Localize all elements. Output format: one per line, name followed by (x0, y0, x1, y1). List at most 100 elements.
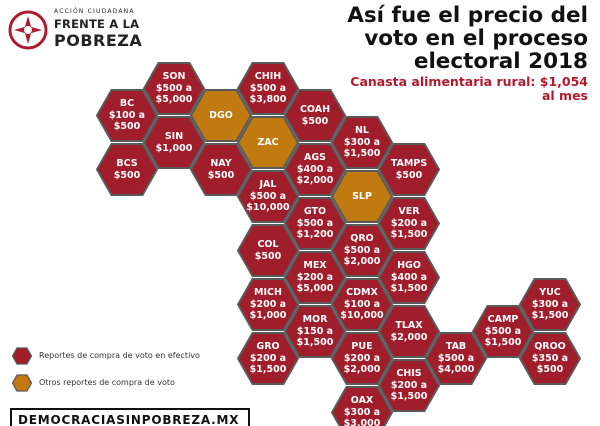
state-price: $350 a (531, 352, 569, 364)
hex-shape (95, 143, 159, 196)
hex-shape (236, 62, 300, 115)
state-hex-qro: QRO $500 a $2,000 (330, 224, 394, 277)
hex-label: ZAC (237, 116, 299, 169)
state-price: $1,500 (390, 283, 428, 295)
hex-label: CHIH $500 a $3,800 (237, 62, 299, 115)
state-hex-slp: SLP (330, 170, 394, 223)
state-price: $200 a (390, 379, 428, 391)
hex-shape (330, 386, 394, 426)
state-price: $100 a (343, 298, 381, 310)
state-hex-gto: GTO $500 a $1,200 (283, 197, 347, 250)
hex-label: YUC $300 a $1,500 (519, 278, 581, 331)
state-price: $200 a (296, 271, 334, 283)
state-price: $500 (301, 115, 329, 127)
legend-swatch-cash (12, 347, 32, 365)
hex-label: MICH $200 a $1,000 (237, 278, 299, 331)
state-code: CDMX (346, 287, 378, 299)
logo-tagline: ACCIÓN CIUDADANA (54, 8, 135, 15)
state-code: MICH (254, 287, 282, 299)
state-price: $200 a (249, 298, 287, 310)
state-price: $1,000 (249, 310, 287, 322)
state-code: GRO (256, 341, 280, 353)
hex-shape (377, 305, 441, 358)
hex-shape (283, 305, 347, 358)
state-price: $500 a (249, 82, 287, 94)
state-price: $200 a (249, 352, 287, 364)
hex-shape (283, 89, 347, 142)
state-price: $150 a (296, 325, 334, 337)
state-price: $500 a (437, 352, 475, 364)
state-code: DGO (209, 109, 233, 121)
hex-label: NAY $500 (190, 143, 252, 196)
state-price: $1,500 (390, 391, 428, 403)
state-hex-tab: TAB $500 a $4,000 (424, 332, 488, 385)
state-code: ZAC (257, 136, 279, 148)
subtitle: Canasta alimentaria rural: $1,054 al mes (350, 74, 588, 103)
legend-label-cash: Reportes de compra de voto en efectivo (39, 351, 200, 360)
state-hex-dgo: DGO (189, 89, 253, 142)
state-price: $1,500 (390, 229, 428, 241)
hex-label: HGO $400 a $1,500 (378, 251, 440, 304)
state-price: $500 (113, 121, 141, 133)
hex-shape (283, 251, 347, 304)
state-hex-sin: SIN $1,000 (142, 116, 206, 169)
hex-label: GRO $200 a $1,500 (237, 332, 299, 385)
hex-shape (236, 170, 300, 223)
state-code: MEX (303, 260, 327, 272)
hex-label: DGO (190, 89, 252, 142)
hex-shape (236, 332, 300, 385)
hex-label: QROO $350 a $500 (519, 332, 581, 385)
state-price: $400 a (390, 271, 428, 283)
legend-swatch-other (12, 374, 32, 392)
state-price: $100 a (108, 109, 146, 121)
hex-label: MOR $150 a $1,500 (284, 305, 346, 358)
hex-label: COL $500 (237, 224, 299, 277)
state-code: VER (398, 206, 420, 218)
state-price: $300 a (531, 298, 569, 310)
state-code: CAMP (487, 314, 519, 326)
hex-label: CHIS $200 a $1,500 (378, 359, 440, 412)
state-code: YUC (539, 287, 561, 299)
state-price: $4,000 (437, 364, 475, 376)
hex-shape (330, 332, 394, 385)
hex-shape (518, 332, 582, 385)
state-code: OAX (350, 395, 374, 407)
logo: ACCIÓN CIUDADANA FRENTE A LA POBREZA (8, 6, 142, 50)
state-hex-qroo: QROO $350 a $500 (518, 332, 582, 385)
hex-shape (377, 143, 441, 196)
state-hex-col: COL $500 (236, 224, 300, 277)
hex-shape (377, 197, 441, 250)
hex-shape (236, 278, 300, 331)
state-code: COL (257, 239, 279, 250)
hex-shape (330, 278, 394, 331)
state-code: QRO (350, 233, 374, 245)
state-code: NL (354, 125, 369, 137)
legend-label-other: Otros reportes de compra de voto (39, 378, 175, 387)
state-hex-tlax: TLAX $2,000 (377, 305, 441, 358)
hex-shape (142, 116, 206, 169)
state-hex-yuc: YUC $300 a $1,500 (518, 278, 582, 331)
state-code: TAMPS (390, 158, 428, 169)
logo-line-2: POBREZA (54, 31, 143, 50)
hex-label: TAB $500 a $4,000 (425, 332, 487, 385)
state-price: $500 (254, 250, 282, 262)
hex-label: JAL $500 a $10,000 (237, 170, 299, 223)
state-price: $1,500 (296, 337, 334, 349)
hex-shape (424, 332, 488, 385)
state-code: TLAX (395, 320, 423, 331)
state-price: $5,000 (296, 283, 334, 295)
state-hex-chis: CHIS $200 a $1,500 (377, 359, 441, 412)
state-price: $2,000 (296, 175, 334, 187)
hex-label: COAH $500 (284, 89, 346, 142)
logo-line-1: FRENTE A LA (54, 17, 140, 31)
state-code: BC (119, 98, 135, 110)
state-price: $300 a (343, 136, 381, 148)
state-price: $1,500 (249, 364, 287, 376)
state-hex-bc: BC $100 a $500 (95, 89, 159, 142)
state-price: $500 (207, 169, 235, 181)
hex-label: TAMPS $500 (378, 143, 440, 196)
hex-shape (142, 62, 206, 115)
state-hex-gro: GRO $200 a $1,500 (236, 332, 300, 385)
hex-label: AGS $400 a $2,000 (284, 143, 346, 196)
